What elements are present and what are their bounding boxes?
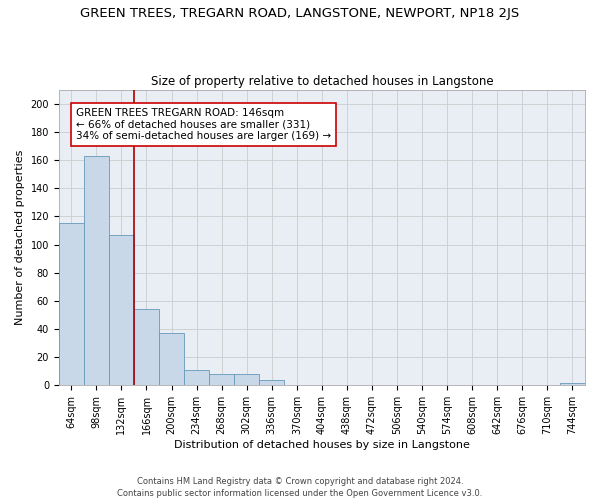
Bar — [209, 374, 234, 386]
Y-axis label: Number of detached properties: Number of detached properties — [15, 150, 25, 325]
Bar — [184, 370, 209, 386]
Text: GREEN TREES, TREGARN ROAD, LANGSTONE, NEWPORT, NP18 2JS: GREEN TREES, TREGARN ROAD, LANGSTONE, NE… — [80, 8, 520, 20]
Bar — [159, 334, 184, 386]
X-axis label: Distribution of detached houses by size in Langstone: Distribution of detached houses by size … — [174, 440, 470, 450]
Bar — [109, 234, 134, 386]
Bar — [234, 374, 259, 386]
Bar — [259, 380, 284, 386]
Text: GREEN TREES TREGARN ROAD: 146sqm
← 66% of detached houses are smaller (331)
34% : GREEN TREES TREGARN ROAD: 146sqm ← 66% o… — [76, 108, 331, 141]
Bar — [59, 224, 84, 386]
Text: Contains HM Land Registry data © Crown copyright and database right 2024.
Contai: Contains HM Land Registry data © Crown c… — [118, 476, 482, 498]
Title: Size of property relative to detached houses in Langstone: Size of property relative to detached ho… — [151, 76, 493, 88]
Bar — [84, 156, 109, 386]
Bar — [134, 310, 159, 386]
Bar — [560, 382, 585, 386]
